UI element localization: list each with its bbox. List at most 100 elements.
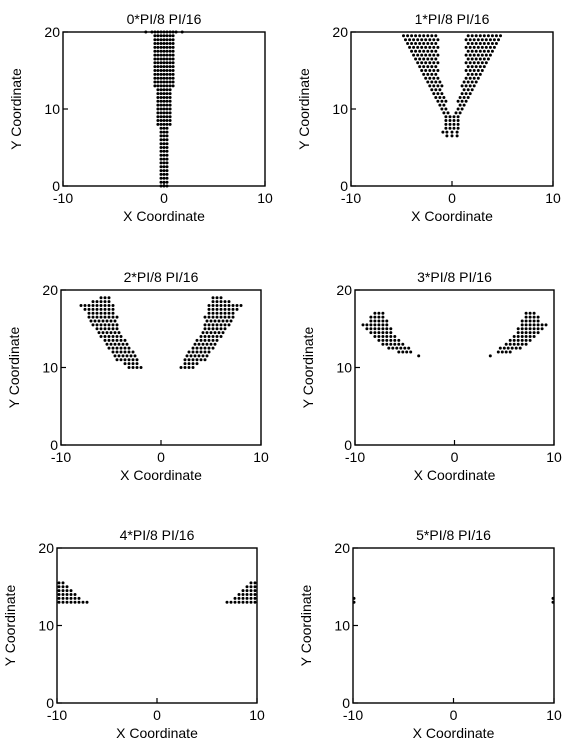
x-tick-label: 10 bbox=[545, 190, 561, 206]
data-point bbox=[452, 122, 456, 126]
data-point bbox=[179, 366, 183, 369]
data-point bbox=[195, 358, 199, 362]
data-point bbox=[420, 69, 424, 72]
data-point bbox=[460, 84, 464, 88]
data-point bbox=[159, 103, 163, 107]
data-point bbox=[119, 350, 123, 354]
data-point bbox=[460, 107, 464, 111]
data-point bbox=[81, 600, 85, 604]
data-point bbox=[69, 589, 73, 593]
data-point bbox=[249, 585, 253, 589]
data-point bbox=[418, 34, 422, 38]
data-point bbox=[536, 331, 540, 335]
data-point bbox=[135, 366, 139, 369]
data-point bbox=[500, 350, 504, 354]
data-point bbox=[516, 338, 520, 342]
data-point bbox=[377, 331, 381, 335]
data-point bbox=[105, 342, 109, 346]
data-point bbox=[111, 307, 115, 311]
data-point bbox=[211, 338, 215, 342]
data-point bbox=[165, 119, 169, 122]
data-point bbox=[203, 346, 207, 350]
data-point bbox=[159, 176, 163, 180]
data-point bbox=[492, 45, 496, 49]
data-point bbox=[540, 323, 544, 327]
data-point bbox=[253, 581, 257, 585]
data-point bbox=[159, 184, 163, 188]
data-point bbox=[165, 34, 169, 38]
data-point bbox=[159, 92, 163, 96]
data-point bbox=[466, 65, 470, 69]
data-point bbox=[490, 49, 494, 53]
data-point bbox=[168, 96, 172, 99]
data-point bbox=[434, 34, 438, 38]
data-point bbox=[428, 45, 432, 49]
data-point bbox=[77, 600, 81, 604]
data-point bbox=[165, 76, 169, 80]
data-point bbox=[434, 72, 438, 76]
data-point bbox=[426, 65, 430, 69]
data-point bbox=[377, 323, 381, 327]
data-point bbox=[219, 315, 223, 319]
data-point bbox=[385, 335, 389, 338]
data-point bbox=[377, 338, 381, 342]
data-point bbox=[381, 315, 385, 319]
data-point bbox=[113, 342, 117, 346]
data-point bbox=[444, 119, 448, 122]
y-tick-label: 0 bbox=[50, 437, 58, 453]
data-point bbox=[93, 319, 97, 323]
data-point bbox=[464, 92, 468, 96]
data-point bbox=[165, 38, 169, 42]
data-point bbox=[156, 49, 160, 53]
data-point bbox=[361, 323, 365, 327]
data-point bbox=[127, 362, 131, 366]
data-point bbox=[207, 350, 211, 354]
data-point bbox=[480, 61, 484, 65]
data-point bbox=[223, 311, 227, 315]
data-point bbox=[168, 92, 172, 96]
data-point bbox=[165, 134, 169, 138]
data-point bbox=[159, 146, 163, 149]
data-point bbox=[162, 96, 166, 99]
data-point bbox=[171, 57, 175, 61]
data-point bbox=[127, 350, 131, 354]
x-tick-label: 0 bbox=[157, 449, 165, 465]
y-axis-label: Y Coordinate bbox=[300, 327, 316, 409]
data-point bbox=[528, 338, 532, 342]
data-point bbox=[103, 307, 107, 311]
data-point bbox=[159, 30, 163, 34]
data-point bbox=[492, 38, 496, 42]
data-point bbox=[191, 366, 195, 369]
data-point bbox=[203, 327, 207, 331]
data-point bbox=[165, 72, 169, 76]
data-point bbox=[369, 319, 373, 323]
data-point bbox=[432, 61, 436, 65]
data-point bbox=[165, 92, 169, 96]
data-point bbox=[156, 88, 160, 92]
data-point bbox=[201, 331, 205, 335]
data-point bbox=[131, 362, 135, 366]
data-point bbox=[162, 49, 166, 53]
data-point bbox=[91, 307, 95, 311]
data-point bbox=[464, 45, 468, 49]
data-point bbox=[213, 342, 217, 346]
data-point bbox=[165, 172, 169, 176]
data-point bbox=[466, 49, 470, 53]
data-point bbox=[460, 99, 464, 103]
data-point bbox=[229, 319, 233, 323]
data-point bbox=[438, 80, 442, 84]
data-point bbox=[171, 45, 175, 49]
data-point bbox=[168, 122, 172, 126]
data-point bbox=[211, 304, 215, 307]
data-point bbox=[410, 34, 414, 38]
data-point bbox=[223, 300, 227, 304]
data-point bbox=[187, 362, 191, 366]
data-point bbox=[119, 346, 123, 350]
data-point bbox=[422, 57, 426, 61]
data-point bbox=[159, 157, 163, 161]
data-point bbox=[486, 42, 490, 45]
data-point bbox=[470, 57, 474, 61]
data-point bbox=[168, 30, 172, 34]
